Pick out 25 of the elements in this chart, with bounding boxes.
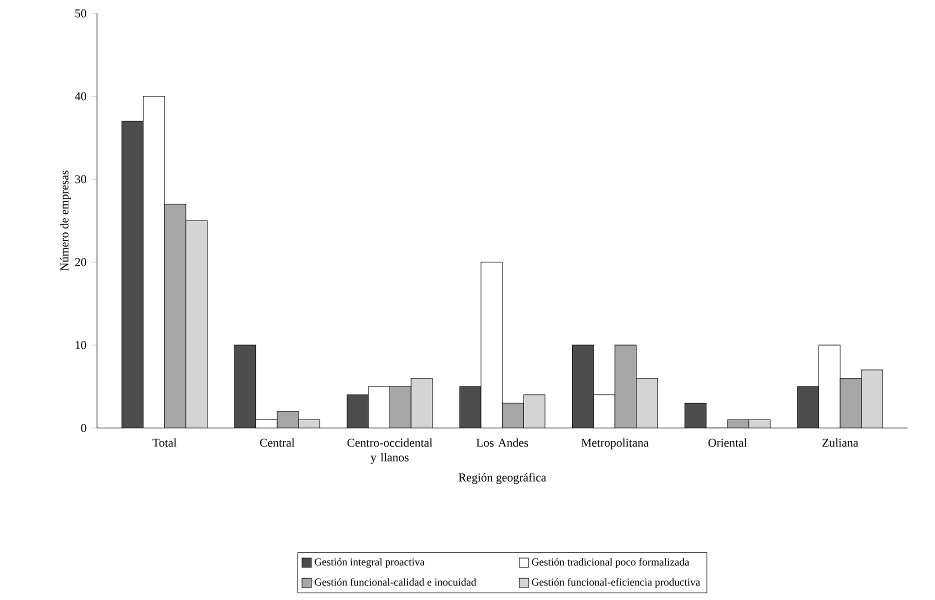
bar	[277, 411, 298, 428]
bar	[390, 386, 412, 428]
y-tick-label: 30	[75, 175, 86, 184]
bar	[840, 378, 862, 428]
legend-label: Gestión tradicional poco formalizada	[532, 558, 690, 568]
x-tick-label: Total	[152, 438, 177, 447]
y-axis-title: Número de empresas	[60, 170, 71, 271]
y-tick-label: 40	[74, 92, 86, 100]
y-tick-label: 20	[75, 258, 86, 266]
legend-label: Gestión integral proactiva	[314, 558, 425, 568]
y-tick-label: 0	[81, 424, 86, 432]
x-axis-title: Región geográfica	[458, 472, 546, 484]
y-tick-label: 10	[76, 341, 86, 350]
bar	[614, 345, 636, 428]
x-tick-label: Metropolitana	[581, 438, 649, 450]
legend-label: Gestión funcional-calidad e inocuidad	[314, 578, 476, 586]
x-tick-label: Centro-occidental y llanos	[347, 438, 432, 464]
x-tick-label: Oriental	[708, 438, 747, 447]
x-tick-label: Los Andes	[476, 438, 528, 447]
bar	[164, 204, 186, 428]
x-tick-label: Central	[260, 438, 295, 447]
legend-label: Gestión funcional-eficiencia productiva	[532, 578, 700, 588]
bar	[502, 403, 524, 428]
x-tick-label: Zuliana	[822, 438, 858, 447]
y-tick-label: 50	[75, 9, 86, 18]
